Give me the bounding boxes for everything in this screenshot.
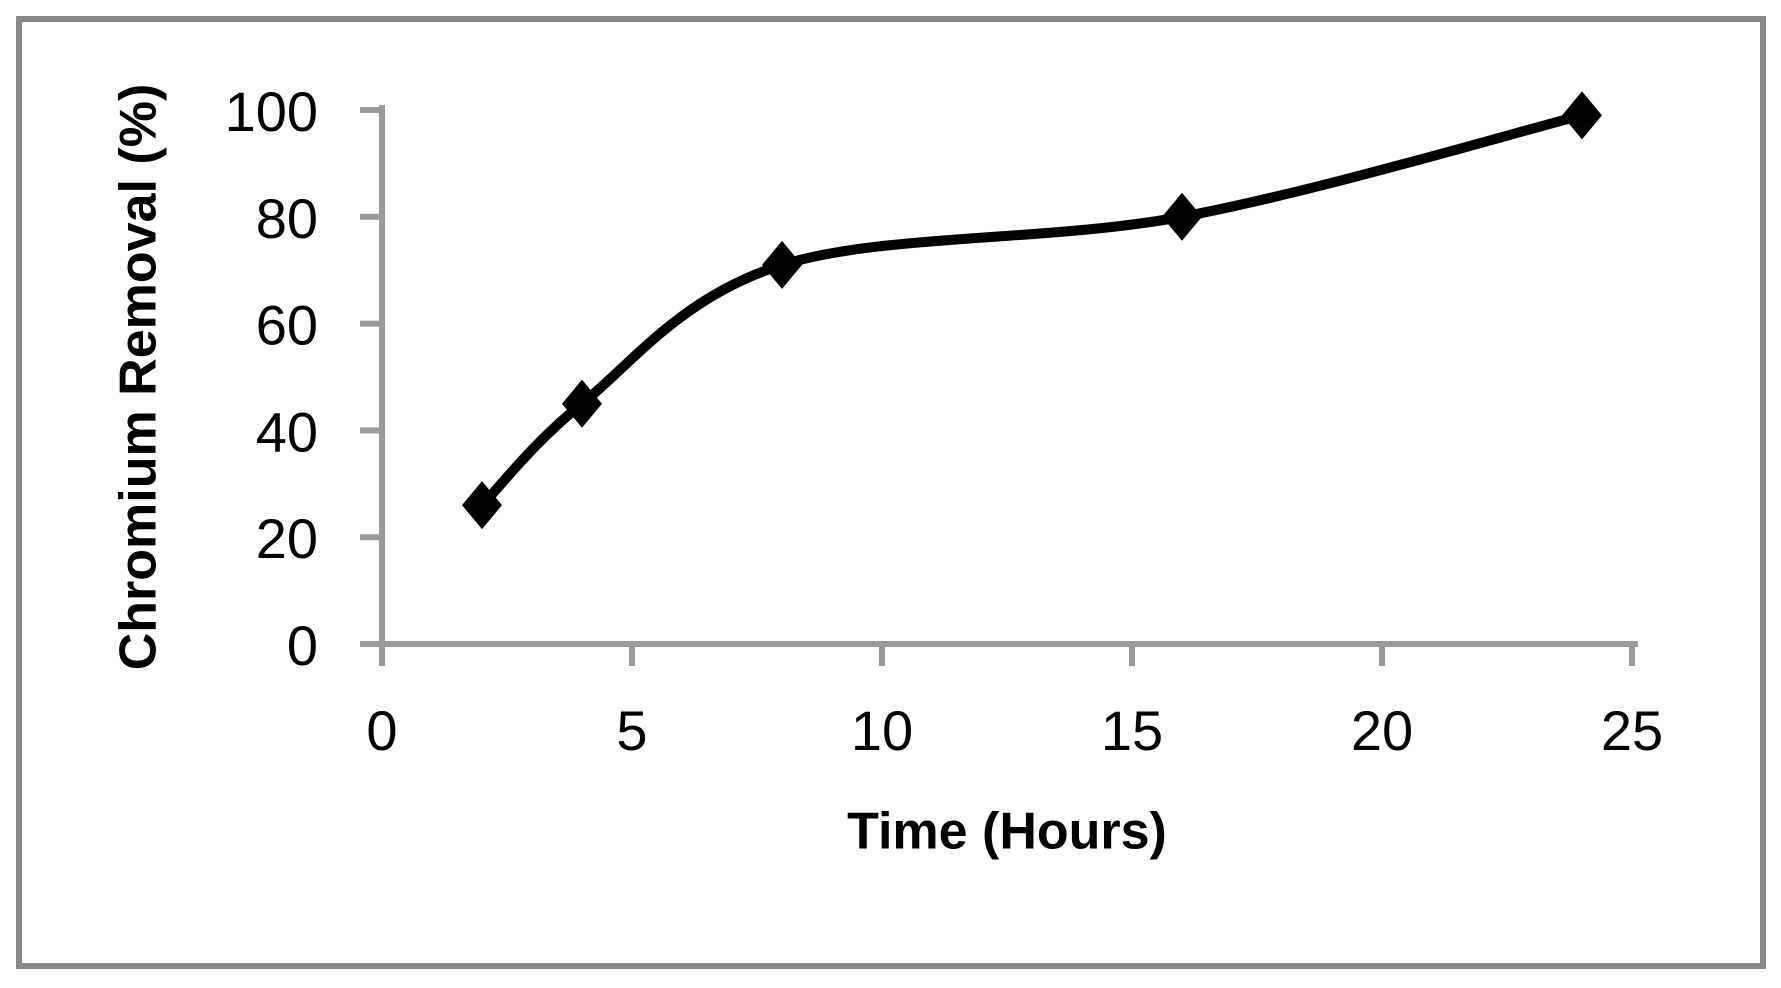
y-axis-title: Chromium Removal (%) bbox=[109, 83, 168, 671]
y-tick-label: 100 bbox=[225, 80, 318, 143]
x-tick-label: 20 bbox=[1351, 699, 1413, 762]
series-marker-diamond bbox=[1562, 91, 1602, 140]
x-tick-label: 15 bbox=[1101, 699, 1163, 762]
x-tick-label: 10 bbox=[851, 699, 913, 762]
x-tick-label: 5 bbox=[616, 699, 647, 762]
series-line bbox=[477, 110, 1587, 511]
y-tick-label: 40 bbox=[256, 400, 318, 463]
y-tick-label: 20 bbox=[256, 507, 318, 570]
series-marker-diamond bbox=[462, 481, 502, 530]
x-tick-label: 25 bbox=[1601, 699, 1663, 762]
y-tick-label: 60 bbox=[256, 294, 318, 357]
series-marker-diamond bbox=[562, 379, 602, 428]
series-marker-diamond bbox=[1162, 192, 1202, 241]
chart-frame-border bbox=[16, 16, 1766, 969]
series-marker-diamond bbox=[762, 240, 802, 289]
x-tick-label: 0 bbox=[366, 699, 397, 762]
x-axis-title: Time (Hours) bbox=[847, 802, 1167, 861]
y-tick-label: 80 bbox=[256, 187, 318, 250]
y-tick-label: 0 bbox=[287, 614, 318, 677]
